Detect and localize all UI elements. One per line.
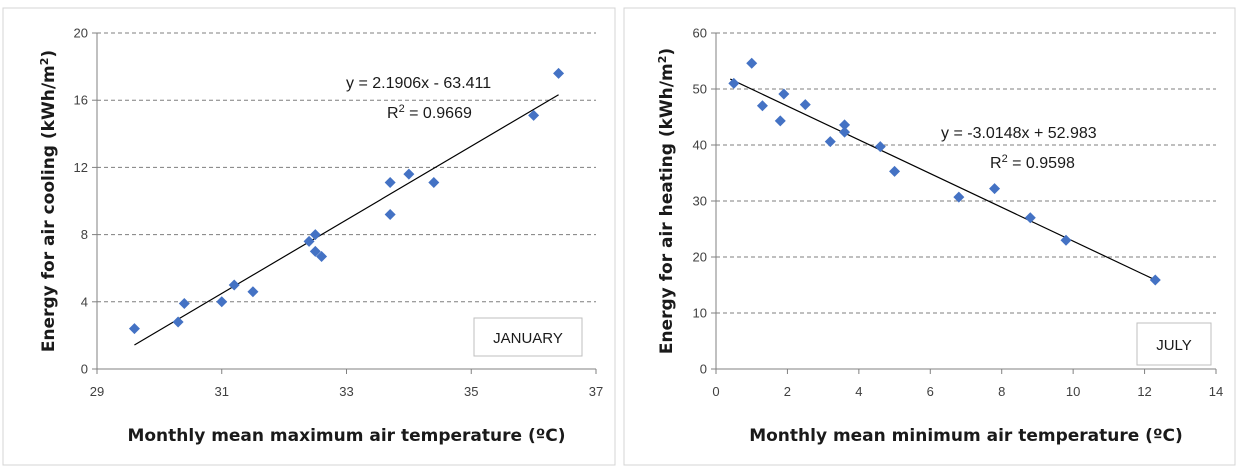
data-point — [989, 183, 1001, 195]
r-squared: R2 = 0.9669 — [387, 103, 472, 122]
y-tick-label: 12 — [74, 160, 88, 175]
legend-box — [473, 317, 583, 357]
data-point — [1024, 212, 1036, 224]
data-point — [774, 115, 786, 127]
data-point — [839, 119, 851, 131]
y-axis-title: Energy for air cooling (kWh/m2) — [38, 50, 60, 352]
y-tick-label: 10 — [693, 306, 707, 321]
y-tick-label: 8 — [81, 227, 88, 242]
data-point — [1149, 274, 1161, 286]
data-point — [889, 165, 901, 177]
x-tick-label: 10 — [1066, 384, 1080, 399]
x-tick-label: 35 — [464, 384, 478, 399]
x-tick-label: 6 — [927, 384, 934, 399]
r-squared-symbol: R — [387, 105, 399, 122]
x-tick-label: 31 — [215, 384, 229, 399]
y-tick-label: 20 — [74, 26, 88, 41]
r-squared-superscript: 2 — [1002, 153, 1008, 165]
data-point — [216, 296, 228, 308]
data-point — [247, 286, 259, 298]
data-point — [172, 316, 184, 328]
data-point — [1060, 234, 1072, 246]
data-point — [403, 168, 415, 180]
y-tick-label: 20 — [693, 250, 707, 265]
y-axis-title: Energy for air heating (kWh/m2) — [656, 48, 678, 354]
y-tick-label: 50 — [693, 82, 707, 97]
data-point — [799, 99, 811, 111]
r-squared: R2 = 0.9598 — [990, 153, 1075, 172]
data-point — [384, 208, 396, 220]
data-point — [303, 235, 315, 247]
x-tick-label: 4 — [855, 384, 862, 399]
y-tick-label: 60 — [693, 26, 707, 41]
data-point — [553, 67, 565, 79]
data-point — [384, 177, 396, 189]
data-point — [428, 177, 440, 189]
legend-label: JANUARY — [493, 330, 563, 347]
x-tick-label: 33 — [339, 384, 353, 399]
trendline — [730, 78, 1156, 281]
data-point — [528, 109, 540, 121]
data-point — [953, 191, 965, 203]
y-axis-title-end: ) — [39, 50, 59, 58]
x-axis-title: Monthly mean minimum air temperature (ºC… — [749, 426, 1183, 446]
data-point — [746, 57, 758, 69]
data-point — [309, 229, 321, 241]
y-axis-title-superscript: 2 — [38, 58, 51, 66]
legend-label: JULY — [1156, 337, 1192, 354]
trendline-equation: y = 2.1906x - 63.411 — [346, 75, 491, 92]
x-tick-label: 2 — [784, 384, 791, 399]
y-tick-label: 0 — [81, 362, 88, 377]
data-point — [824, 136, 836, 148]
r-squared-superscript: 2 — [399, 103, 405, 115]
x-tick-label: 29 — [90, 384, 104, 399]
y-tick-label: 40 — [693, 138, 707, 153]
x-tick-label: 14 — [1209, 384, 1223, 399]
y-axis-title-superscript: 2 — [656, 56, 669, 64]
data-point — [316, 250, 328, 262]
trendline — [134, 94, 559, 346]
r-squared-value: = 0.9669 — [405, 105, 472, 122]
equation-text: y = 2.1906x - 63.411 — [346, 75, 491, 92]
data-point — [728, 77, 740, 89]
data-point — [128, 323, 140, 335]
x-axis-title: Monthly mean maximum air temperature (ºC… — [127, 426, 565, 446]
trendline-equation: y = -3.0148x + 52.983 — [941, 125, 1097, 142]
r-squared-value: = 0.9598 — [1008, 155, 1075, 172]
data-point — [309, 245, 321, 257]
x-tick-label: 8 — [998, 384, 1005, 399]
x-tick-label: 37 — [589, 384, 603, 399]
chart-july: 0 10 20 30 40 50 60 0 2 4 6 8 10 12 14 y = -3.0148x + 5… — [656, 26, 1224, 447]
panel-frame-right — [623, 7, 1236, 466]
data-point — [178, 297, 190, 309]
y-axis-title-end: ) — [657, 48, 677, 56]
x-tick-label: 0 — [712, 384, 719, 399]
x-tick-label: 12 — [1137, 384, 1151, 399]
data-point — [839, 126, 851, 138]
y-tick-label: 30 — [693, 194, 707, 209]
equation-text: y = -3.0148x + 52.983 — [941, 125, 1097, 142]
data-point — [228, 279, 240, 291]
y-tick-label: 0 — [700, 362, 707, 377]
chart-january: 0 4 8 12 16 20 29 31 33 35 37 y = 2.1906x - 63.411 R… — [38, 26, 604, 447]
r-squared-symbol: R — [990, 155, 1002, 172]
y-axis-title-main: Energy for air cooling (kWh/m — [39, 65, 59, 352]
data-point — [756, 100, 768, 112]
y-axis-title-main: Energy for air heating (kWh/m — [657, 63, 677, 354]
data-point — [874, 141, 886, 153]
y-tick-label: 4 — [81, 294, 88, 309]
data-point — [778, 88, 790, 100]
legend-box — [1136, 322, 1212, 366]
y-tick-label: 16 — [74, 93, 88, 108]
